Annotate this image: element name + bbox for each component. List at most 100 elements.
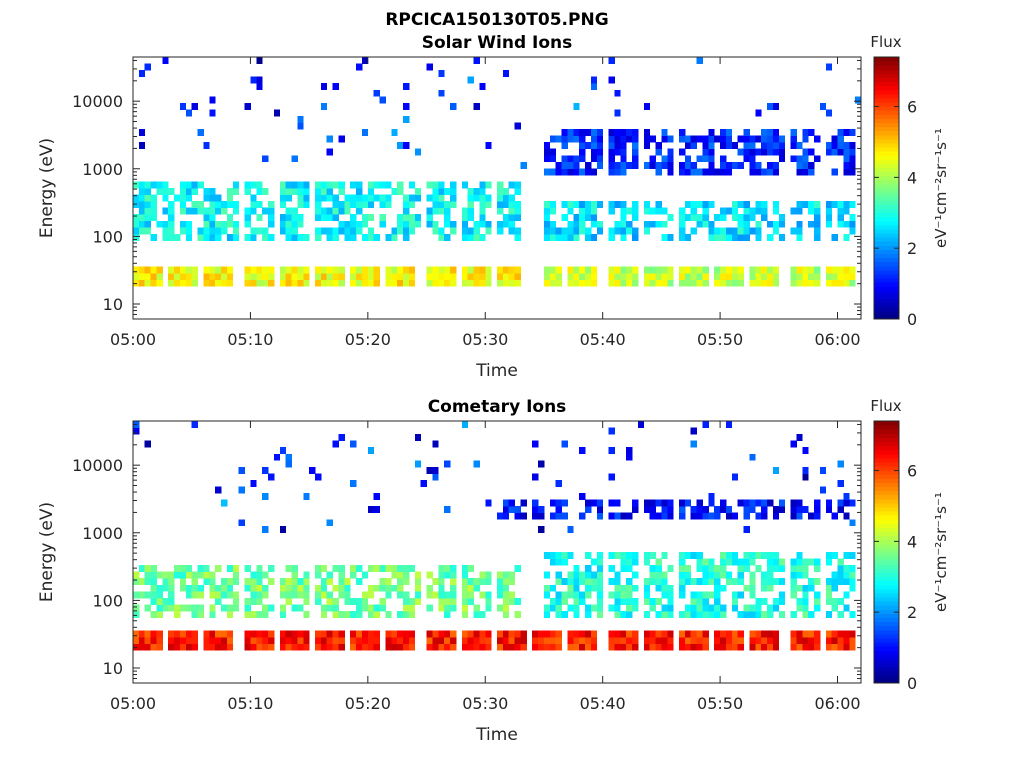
- heatmap-cell: [344, 584, 351, 592]
- heatmap-cell: [608, 135, 615, 143]
- heatmap-cell: [843, 279, 850, 287]
- heatmap-cell: [743, 552, 750, 559]
- heatmap-cell: [244, 181, 251, 189]
- heatmap-cell: [561, 142, 568, 150]
- heatmap-cell: [567, 155, 574, 163]
- heatmap-cell: [755, 610, 762, 618]
- heatmap-cell: [361, 279, 369, 287]
- heatmap-cell: [720, 610, 727, 618]
- heatmap-cell: [174, 643, 181, 651]
- heatmap-cell: [408, 610, 416, 618]
- heatmap-cell: [743, 207, 750, 215]
- heatmap-cell: [262, 571, 269, 579]
- heatmap-cell: [133, 233, 140, 241]
- colorbar-swatch: [874, 478, 899, 483]
- heatmap-cell: [737, 643, 744, 651]
- heatmap-cell: [138, 273, 146, 281]
- heatmap-cell: [649, 604, 656, 612]
- heatmap-cell: [315, 597, 322, 605]
- heatmap-cell: [461, 578, 469, 586]
- heatmap-cell: [209, 584, 216, 592]
- heatmap-cell: [144, 591, 152, 599]
- heatmap-cell: [608, 279, 615, 287]
- colorbar-swatch: [874, 461, 899, 467]
- heatmap-cell: [256, 597, 263, 605]
- colorbar-swatch: [874, 237, 899, 242]
- heatmap-cell: [326, 181, 334, 189]
- heatmap-cell: [831, 630, 838, 638]
- heatmap-cell: [344, 597, 351, 605]
- heatmap-cell: [297, 201, 304, 209]
- heatmap-cell: [596, 201, 604, 209]
- heatmap-cell: [414, 591, 422, 599]
- heatmap-cell: [191, 102, 198, 110]
- heatmap-cell: [538, 637, 545, 645]
- heatmap-cell: [385, 273, 392, 281]
- colorbar-swatch: [874, 122, 899, 128]
- heatmap-cell: [256, 188, 263, 195]
- heatmap-cell: [714, 578, 721, 586]
- heatmap-cell: [297, 591, 304, 599]
- heatmap-cell: [185, 565, 193, 573]
- heatmap-cell: [667, 584, 674, 592]
- heatmap-cell: [150, 571, 157, 579]
- heatmap-cell: [514, 233, 521, 241]
- heatmap-cell: [814, 279, 821, 287]
- colorbar-swatch: [874, 453, 899, 459]
- heatmap-cell: [133, 578, 140, 586]
- heatmap-cell: [814, 227, 821, 235]
- heatmap-cell: [315, 584, 322, 592]
- heatmap-cell: [461, 637, 469, 645]
- heatmap-cell: [767, 129, 774, 136]
- heatmap-cell: [179, 578, 187, 586]
- colorbar-swatch: [874, 273, 899, 279]
- heatmap-cell: [326, 233, 334, 241]
- heatmap-cell: [508, 643, 516, 651]
- heatmap-cell: [250, 76, 257, 84]
- colorbar-swatch: [874, 670, 899, 676]
- heatmap-cell: [796, 637, 803, 645]
- heatmap-cell: [438, 591, 445, 599]
- heatmap-cell: [661, 220, 668, 228]
- heatmap-cell: [226, 604, 234, 612]
- heatmap-cell: [585, 591, 592, 599]
- heatmap-cell: [708, 571, 715, 579]
- heatmap-cell: [837, 129, 844, 136]
- heatmap-cell: [150, 610, 157, 618]
- colorbar-swatch: [874, 568, 899, 573]
- heatmap-cell: [808, 129, 815, 136]
- heatmap-cell: [356, 220, 363, 228]
- heatmap-cell: [579, 512, 586, 520]
- heatmap-cell: [555, 161, 562, 169]
- heatmap-cell: [590, 499, 598, 507]
- heatmap-cell: [655, 266, 662, 274]
- heatmap-cell: [426, 207, 433, 215]
- heatmap-cell: [690, 578, 698, 586]
- heatmap-cell: [285, 578, 292, 586]
- heatmap-cell: [414, 220, 422, 228]
- heatmap-cell: [837, 597, 844, 605]
- heatmap-cell: [555, 591, 562, 599]
- heatmap-cell: [221, 499, 228, 507]
- heatmap-cell: [303, 201, 310, 209]
- heatmap-cell: [291, 565, 298, 573]
- heatmap-cell: [626, 129, 633, 136]
- heatmap-cell: [772, 279, 780, 287]
- heatmap-cell: [620, 643, 627, 651]
- heatmap-cell: [555, 604, 562, 612]
- heatmap-cell: [778, 597, 786, 605]
- heatmap-cell: [485, 181, 492, 189]
- heatmap-cell: [767, 279, 774, 287]
- heatmap-cell: [831, 637, 838, 645]
- heatmap-cell: [702, 273, 709, 281]
- heatmap-cell: [620, 591, 627, 599]
- heatmap-cell: [849, 519, 856, 527]
- heatmap-cell: [315, 643, 322, 651]
- heatmap-cell: [608, 142, 615, 150]
- heatmap-cell: [755, 233, 762, 241]
- heatmap-cell: [608, 57, 615, 64]
- heatmap-cell: [326, 578, 334, 586]
- heatmap-cell: [808, 558, 815, 566]
- heatmap-cell: [608, 129, 615, 136]
- heatmap-cell: [297, 643, 304, 651]
